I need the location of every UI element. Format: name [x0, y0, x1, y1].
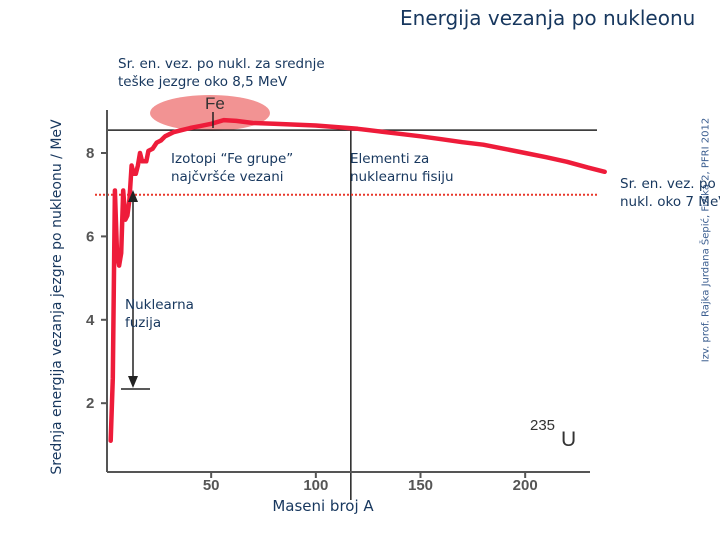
x-axis-title: Maseni broj A [272, 497, 374, 515]
u-label: U [561, 428, 576, 451]
fission-note: Elementi za nuklearnu fisiju [350, 150, 454, 186]
fusion-arrow-head-up [128, 190, 138, 202]
heavy-nuclei-note: Sr. en. vez. po nukl. za srednje teške j… [118, 55, 325, 91]
y-tick-label: 6 [86, 228, 94, 245]
fe-label: Fe [205, 94, 225, 113]
average-energy-note: Sr. en. vez. po nukl. oko 7 MeV [620, 175, 720, 211]
axis-ticks: 2 4 6 8 50 100 150 200 [86, 145, 538, 494]
x-tick-label: 50 [203, 477, 220, 494]
fusion-arrow-head-down [128, 376, 138, 388]
fission-line-2: nuklearnu fisiju [350, 169, 454, 185]
u-mass-label: 235 [530, 417, 555, 434]
average-line-2: nukl. oko 7 MeV [620, 194, 720, 210]
heavy-note-line-1: Sr. en. vez. po nukl. za srednje [118, 56, 325, 72]
average-line-1: Sr. en. vez. po [620, 176, 716, 192]
y-tick-label: 2 [86, 395, 94, 412]
x-tick-label: 200 [513, 477, 538, 494]
fe-group-line-1: Izotopi “Fe grupe” [171, 151, 294, 167]
fusion-line-2: fuzija [125, 315, 162, 331]
y-tick-label: 4 [86, 312, 95, 329]
fe-group-line-2: najčvršće vezani [171, 169, 284, 185]
heavy-note-line-2: teške jezgre oko 8,5 MeV [118, 74, 288, 90]
x-tick-label: 100 [303, 477, 328, 494]
x-tick-label: 150 [408, 477, 433, 494]
fusion-line-1: Nuklearna [125, 297, 194, 313]
fe-group-note: Izotopi “Fe grupe” najčvršće vezani [171, 150, 293, 186]
fission-line-1: Elementi za [350, 151, 430, 167]
y-tick-label: 8 [86, 145, 94, 162]
binding-energy-curve [108, 117, 607, 443]
fusion-note: Nuklearna fuzija [125, 296, 194, 332]
slide-title: Energija vezanja po nukleonu [400, 6, 696, 30]
